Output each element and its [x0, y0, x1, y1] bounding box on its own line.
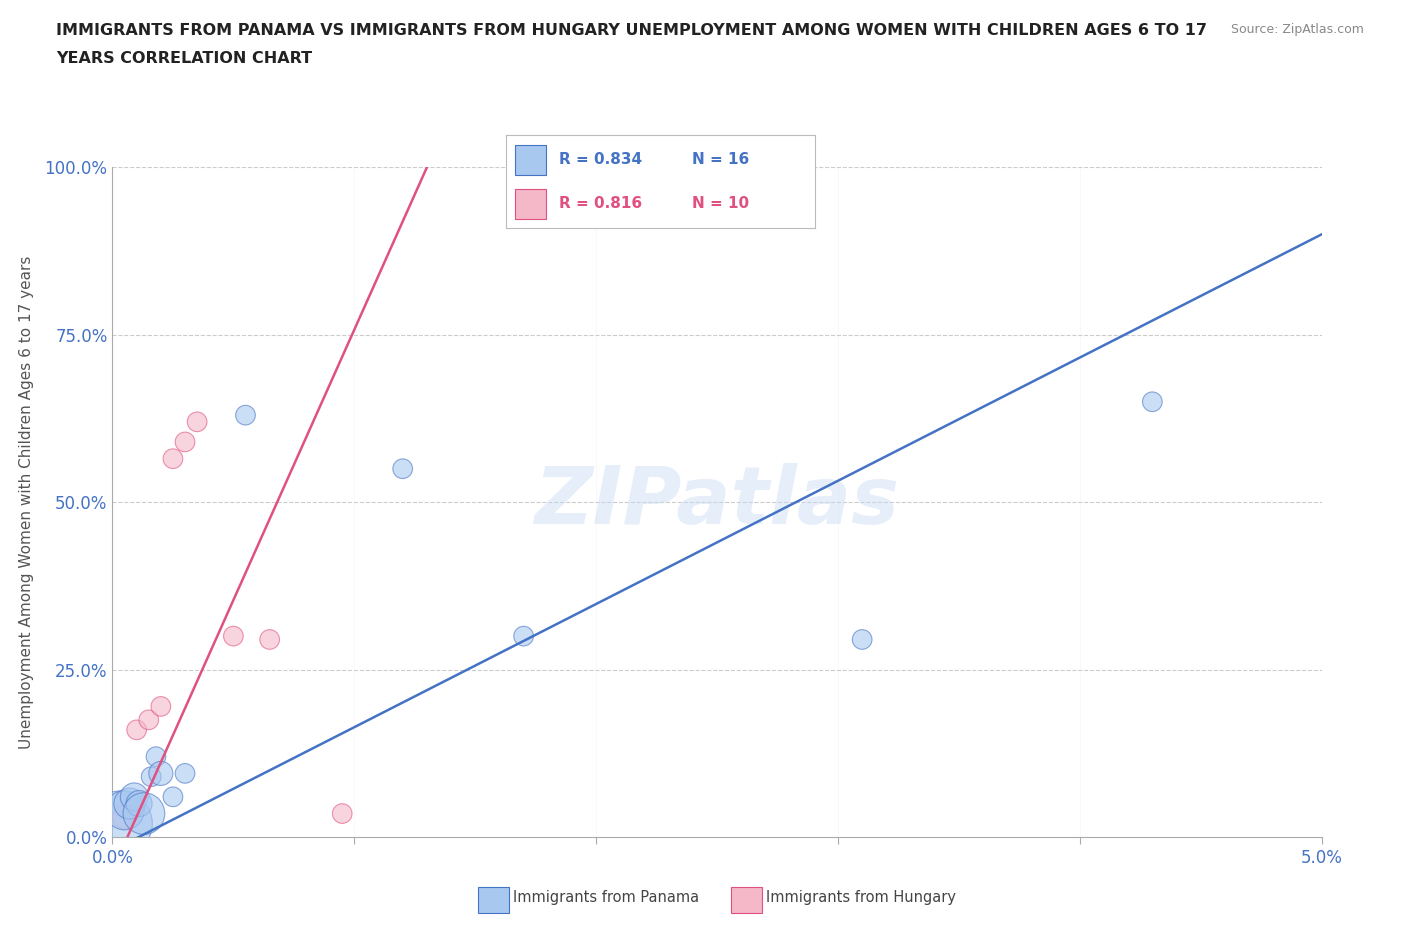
- Point: [128, 796, 150, 811]
- Point: [174, 766, 197, 781]
- Point: [108, 817, 131, 831]
- Point: [122, 790, 145, 804]
- Point: [149, 766, 172, 781]
- Point: [141, 769, 163, 784]
- Text: Immigrants from Panama: Immigrants from Panama: [513, 890, 699, 905]
- Text: N = 16: N = 16: [692, 153, 749, 167]
- Text: IMMIGRANTS FROM PANAMA VS IMMIGRANTS FROM HUNGARY UNEMPLOYMENT AMONG WOMEN WITH : IMMIGRANTS FROM PANAMA VS IMMIGRANTS FRO…: [56, 23, 1208, 38]
- Point: [235, 407, 257, 422]
- Point: [162, 790, 184, 804]
- Point: [851, 632, 873, 647]
- Text: N = 10: N = 10: [692, 196, 749, 211]
- Point: [330, 806, 353, 821]
- Point: [186, 415, 208, 430]
- Point: [391, 461, 413, 476]
- Bar: [516, 189, 547, 219]
- Point: [125, 723, 148, 737]
- Point: [149, 699, 172, 714]
- Point: [145, 750, 167, 764]
- Point: [118, 796, 141, 811]
- Point: [222, 629, 245, 644]
- Point: [114, 803, 136, 817]
- Text: ZIPatlas: ZIPatlas: [534, 463, 900, 541]
- Point: [174, 434, 197, 449]
- Point: [1142, 394, 1164, 409]
- Bar: [516, 145, 547, 175]
- Point: [259, 632, 281, 647]
- Text: Immigrants from Hungary: Immigrants from Hungary: [766, 890, 956, 905]
- Text: Source: ZipAtlas.com: Source: ZipAtlas.com: [1230, 23, 1364, 36]
- Y-axis label: Unemployment Among Women with Children Ages 6 to 17 years: Unemployment Among Women with Children A…: [18, 256, 34, 749]
- Point: [512, 629, 534, 644]
- Point: [132, 806, 155, 821]
- Point: [138, 712, 160, 727]
- Point: [162, 451, 184, 466]
- Text: R = 0.816: R = 0.816: [558, 196, 643, 211]
- Text: R = 0.834: R = 0.834: [558, 153, 643, 167]
- Point: [114, 809, 136, 824]
- Text: YEARS CORRELATION CHART: YEARS CORRELATION CHART: [56, 51, 312, 66]
